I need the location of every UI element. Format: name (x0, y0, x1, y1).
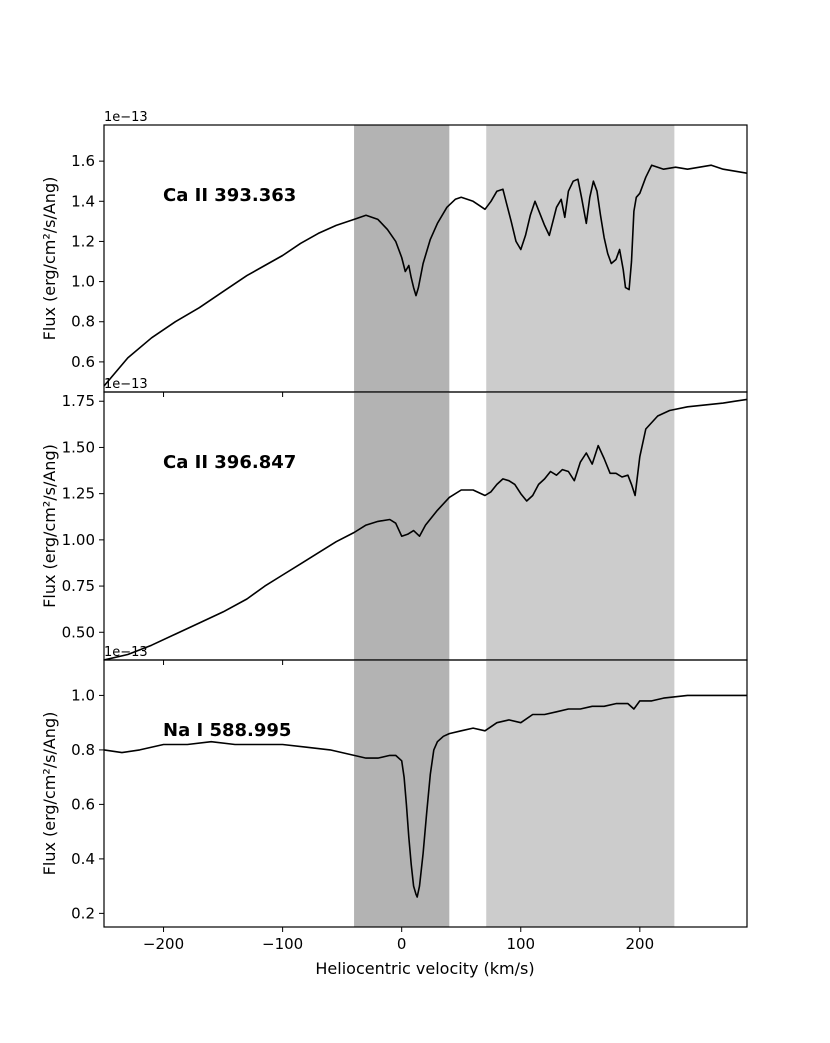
y-tick-label: 0.50 (62, 623, 95, 641)
shaded-region-2 (486, 125, 675, 392)
y-tick-label: 0.75 (62, 577, 95, 595)
y-axis-label: Flux (erg/cm²/s/Ang) (40, 712, 59, 876)
y-tick-label: 1.25 (62, 485, 95, 503)
y-tick-label: 0.6 (71, 353, 95, 371)
y-tick-label: 0.2 (71, 904, 95, 922)
shaded-region-2 (486, 660, 675, 927)
x-tick-label: 0 (397, 935, 407, 953)
panel-frame (103, 659, 748, 928)
y-tick-label: 1.00 (62, 531, 95, 549)
spectrum-line (104, 164, 747, 387)
y-tick-label: 1.2 (71, 232, 95, 250)
x-tick-label: 200 (626, 935, 655, 953)
y-tick-label: 1.75 (62, 392, 95, 410)
y-tick-label: 1.4 (71, 192, 95, 210)
shaded-region-1 (354, 660, 450, 927)
y-offset-label: 1e−13 (104, 645, 148, 660)
y-offset-label: 1e−13 (104, 110, 148, 125)
panel-3: 0.2 0.4 0.6 0.8 1.0 −200 −100 0 100 200 1e−13 Na I … (40, 645, 748, 953)
y-tick-label: 0.6 (71, 795, 95, 813)
y-tick-label: 1.50 (62, 438, 95, 456)
panel-2: 0.50 0.75 1.00 1.25 1.50 1.75 1e−13 Ca II 396.8… (40, 377, 748, 665)
y-tick-label: 1.0 (71, 273, 95, 291)
y-tick-label: 1.0 (71, 686, 95, 704)
x-axis-label: Heliocentric velocity (km/s) (315, 959, 534, 978)
x-tick-label: −200 (143, 935, 184, 953)
panel-title: Ca II 393.363 (163, 185, 296, 206)
y-tick-label: 0.8 (71, 313, 95, 331)
y-tick-label: 1.6 (71, 152, 95, 170)
y-axis-label: Flux (erg/cm²/s/Ang) (40, 444, 59, 608)
y-tick-label: 0.8 (71, 741, 95, 759)
spectrum-line (104, 694, 747, 898)
x-tick-label: 100 (506, 935, 535, 953)
spectrum-line (104, 398, 747, 660)
shaded-region-1 (354, 392, 450, 660)
x-tick-label: −100 (262, 935, 303, 953)
panel-title: Na I 588.995 (163, 720, 291, 741)
y-axis-label: Flux (erg/cm²/s/Ang) (40, 177, 59, 341)
y-offset-label: 1e−13 (104, 377, 148, 392)
y-tick-label: 0.4 (71, 850, 95, 868)
shaded-region-2 (486, 392, 675, 660)
panel-title: Ca II 396.847 (163, 452, 296, 473)
panel-1: 0.6 0.8 1.0 1.2 1.4 1.6 1e−13 Ca II 393.363 Flux… (40, 110, 748, 397)
